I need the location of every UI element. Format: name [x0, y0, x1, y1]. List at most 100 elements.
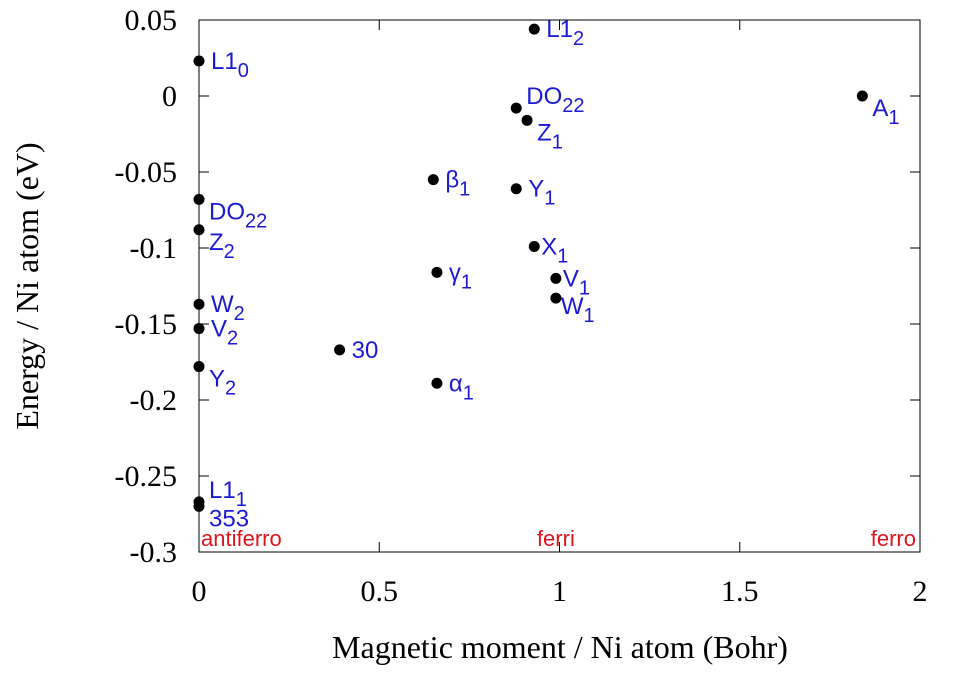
region-annotation: antiferro: [201, 526, 282, 551]
data-point: [510, 102, 522, 114]
point-label-subscript: 1: [463, 382, 474, 404]
point-label-main: L1: [209, 477, 236, 504]
point-label-main: γ: [449, 259, 461, 286]
point-label-main: V: [563, 265, 579, 292]
point-label: 30: [352, 337, 379, 364]
point-label-subscript: 1: [544, 188, 555, 210]
data-point: [528, 23, 540, 35]
point-label-main: α: [449, 370, 463, 397]
data-point: [334, 344, 346, 356]
data-point: [856, 90, 868, 102]
data-point: [528, 240, 540, 252]
point-label-main: Y: [209, 366, 225, 393]
y-tick-label: 0.05: [125, 4, 178, 37]
point-label: 353: [209, 505, 249, 532]
data-point: [193, 224, 205, 236]
point-label-main: Z: [209, 229, 224, 256]
point-label: X1: [541, 233, 568, 267]
data-point-group: [193, 23, 868, 512]
point-label-subscript: 1: [552, 131, 563, 153]
point-label-subscript: 2: [234, 303, 245, 325]
point-label-subscript: 1: [888, 107, 899, 129]
x-tick-label: 2: [913, 575, 928, 608]
point-label: β1: [445, 167, 470, 201]
point-label-subscript: 22: [562, 95, 584, 117]
point-label-subscript: 2: [225, 378, 236, 400]
data-point: [193, 323, 205, 335]
point-label-subscript: 1: [459, 179, 470, 201]
y-axis-title: Energy / Ni atom (eV): [9, 142, 45, 429]
y-tick-label: -0.1: [130, 232, 178, 265]
data-point: [427, 174, 439, 186]
point-label: DO22: [209, 198, 267, 232]
point-label-subscript: 1: [236, 489, 247, 511]
point-label-main: L1: [211, 48, 238, 75]
point-label: α1: [449, 370, 474, 404]
data-point: [193, 361, 205, 373]
data-point: [193, 500, 205, 512]
point-label-group: L10DO22Z2W2V2Y2L1135330β1γ1α1DO22Z1Y1L12…: [209, 16, 899, 532]
region-annotation: ferri: [537, 526, 575, 551]
point-label-main: β: [445, 167, 459, 194]
point-label: γ1: [449, 259, 472, 293]
tick-group: 0 0.5 1 1.5 2 0.05 0 -0.05 -0.1 -0.15 -0.2 -0.25 -0.…: [115, 4, 928, 608]
point-label: L10: [211, 48, 249, 82]
point-label: Y1: [528, 176, 555, 210]
point-label-main: Z: [537, 119, 552, 146]
data-point: [193, 298, 205, 310]
point-label: V2: [211, 316, 238, 350]
data-point: [431, 377, 443, 389]
point-label-main: A: [872, 95, 888, 122]
x-axis-title: Magnetic moment / Ni atom (Bohr): [332, 629, 788, 665]
point-label: Z2: [209, 229, 235, 263]
data-point: [431, 266, 443, 278]
data-point: [193, 193, 205, 205]
point-label: A1: [872, 95, 899, 129]
point-label-subscript: 1: [461, 271, 472, 293]
data-point: [521, 114, 533, 126]
point-label: W1: [561, 293, 595, 327]
y-tick-label: -0.15: [115, 308, 178, 341]
point-label-subscript: 2: [573, 28, 584, 50]
point-label: DO22: [526, 83, 584, 117]
point-label: V1: [563, 265, 590, 299]
point-label-main: X: [541, 233, 557, 260]
point-label-main: W: [561, 293, 584, 320]
point-label-main: 353: [209, 505, 249, 532]
y-tick-label: -0.3: [130, 536, 178, 569]
y-tick-label: -0.2: [130, 384, 178, 417]
point-label-main: 30: [352, 337, 379, 364]
point-label-subscript: 1: [584, 305, 595, 327]
y-tick-label: -0.25: [115, 460, 178, 493]
point-label-main: Y: [528, 176, 544, 203]
point-label-subscript: 2: [227, 328, 238, 350]
point-label-main: V: [211, 316, 227, 343]
point-label-subscript: 0: [238, 60, 249, 82]
data-point: [510, 183, 522, 195]
point-label-main: DO: [526, 83, 562, 110]
data-point: [550, 272, 562, 284]
point-label: L12: [546, 16, 584, 50]
point-label-subscript: 2: [224, 241, 235, 263]
point-label: W2: [211, 291, 245, 325]
point-label-subscript: 1: [579, 277, 590, 299]
x-tick-label: 1.5: [721, 575, 759, 608]
x-tick-label: 1: [552, 575, 567, 608]
x-tick-label: 0: [192, 575, 207, 608]
point-label-main: DO: [209, 198, 245, 225]
point-label: L11: [209, 477, 247, 511]
y-tick-label: 0: [162, 80, 177, 113]
data-point: [193, 55, 205, 67]
point-label-main: L1: [546, 16, 573, 43]
x-tick-label: 0.5: [361, 575, 399, 608]
y-tick-label: -0.05: [115, 156, 178, 189]
annotation-group: antiferro ferri ferro: [201, 526, 916, 551]
point-label-subscript: 1: [557, 245, 568, 267]
data-point: [550, 292, 562, 304]
region-annotation: ferro: [871, 526, 916, 551]
point-label-subscript: 22: [245, 210, 267, 232]
point-label: Y2: [209, 366, 236, 400]
point-label: Z1: [537, 119, 563, 153]
point-label-main: W: [211, 291, 234, 318]
